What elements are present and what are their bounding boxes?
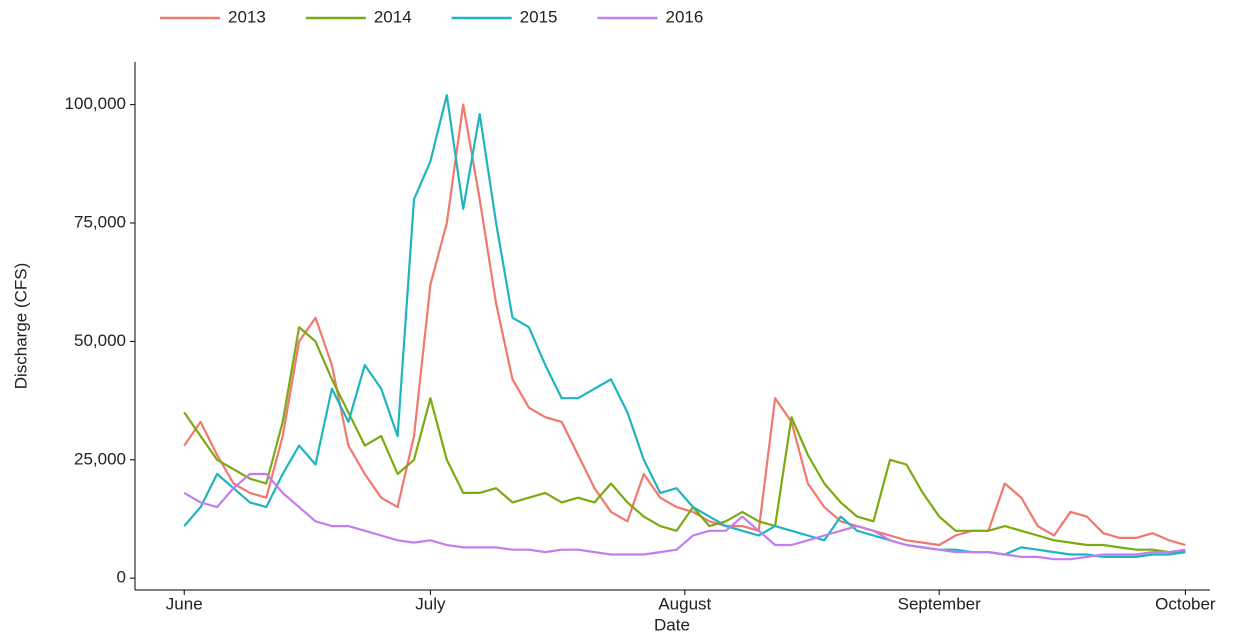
series-line — [183, 94, 1186, 558]
x-tick-label: June — [166, 594, 203, 613]
y-axis-title: Discharge (CFS) — [11, 263, 30, 390]
legend-label: 2016 — [665, 7, 703, 26]
x-tick-label: October — [1155, 594, 1216, 613]
x-axis-title: Date — [654, 615, 690, 634]
y-tick-label: 100,000 — [65, 94, 126, 113]
legend-label: 2014 — [374, 7, 412, 26]
y-tick-label: 75,000 — [74, 212, 126, 231]
legend-label: 2013 — [228, 7, 266, 26]
y-tick-label: 25,000 — [74, 449, 126, 468]
legend-label: 2015 — [520, 7, 558, 26]
x-tick-label: September — [898, 594, 981, 613]
y-tick-label: 50,000 — [74, 331, 126, 350]
series-line — [183, 103, 1186, 547]
y-tick-label: 0 — [117, 568, 126, 587]
x-tick-label: August — [658, 594, 711, 613]
series-line — [183, 472, 1186, 561]
x-tick-label: July — [415, 594, 446, 613]
series-line — [183, 326, 1186, 554]
